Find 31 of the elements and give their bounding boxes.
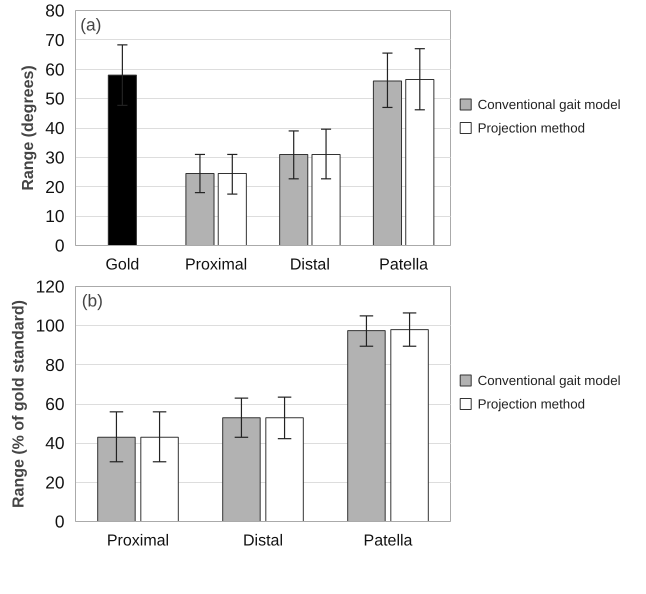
- legend-label: Conventional gait model: [478, 97, 621, 112]
- y-tick-label: 80: [45, 0, 65, 20]
- y-axis-title: Range (degrees): [20, 65, 38, 191]
- y-tick-label: 0: [54, 512, 65, 532]
- y-tick-label: 70: [45, 30, 65, 50]
- y-tick-label: 60: [45, 59, 65, 80]
- y-tick-label: 20: [45, 472, 65, 492]
- legend-label: Conventional gait model: [478, 373, 621, 388]
- y-tick-label: 40: [45, 118, 65, 138]
- x-tick-label: Gold: [105, 256, 140, 274]
- legend-label: Projection method: [478, 120, 586, 136]
- x-tick-label: Distal: [242, 532, 284, 550]
- x-tick-label: Proximal: [185, 256, 248, 274]
- x-tick-label: Patella: [364, 532, 413, 550]
- y-tick-label: 40: [45, 433, 65, 454]
- annotation: (b): [82, 290, 103, 310]
- y-tick-label: 60: [45, 394, 65, 414]
- y-axis-title: Range (% of gold standard): [10, 300, 28, 508]
- x-tick-label: Proximal: [106, 532, 170, 550]
- y-tick-label: 20: [45, 176, 65, 197]
- y-tick-label: 80: [45, 354, 65, 375]
- y-tick-label: 0: [54, 236, 65, 256]
- legend-label: Projection method: [478, 396, 586, 412]
- y-tick-label: 10: [45, 206, 65, 226]
- y-tick-label: 120: [36, 276, 65, 296]
- y-tick-label: 100: [36, 316, 65, 336]
- y-tick-label: 50: [45, 88, 65, 109]
- x-tick-label: Patella: [379, 256, 428, 274]
- y-tick-label: 30: [45, 147, 65, 168]
- x-tick-label: Distal: [290, 256, 330, 274]
- annotation: (a): [80, 14, 102, 34]
